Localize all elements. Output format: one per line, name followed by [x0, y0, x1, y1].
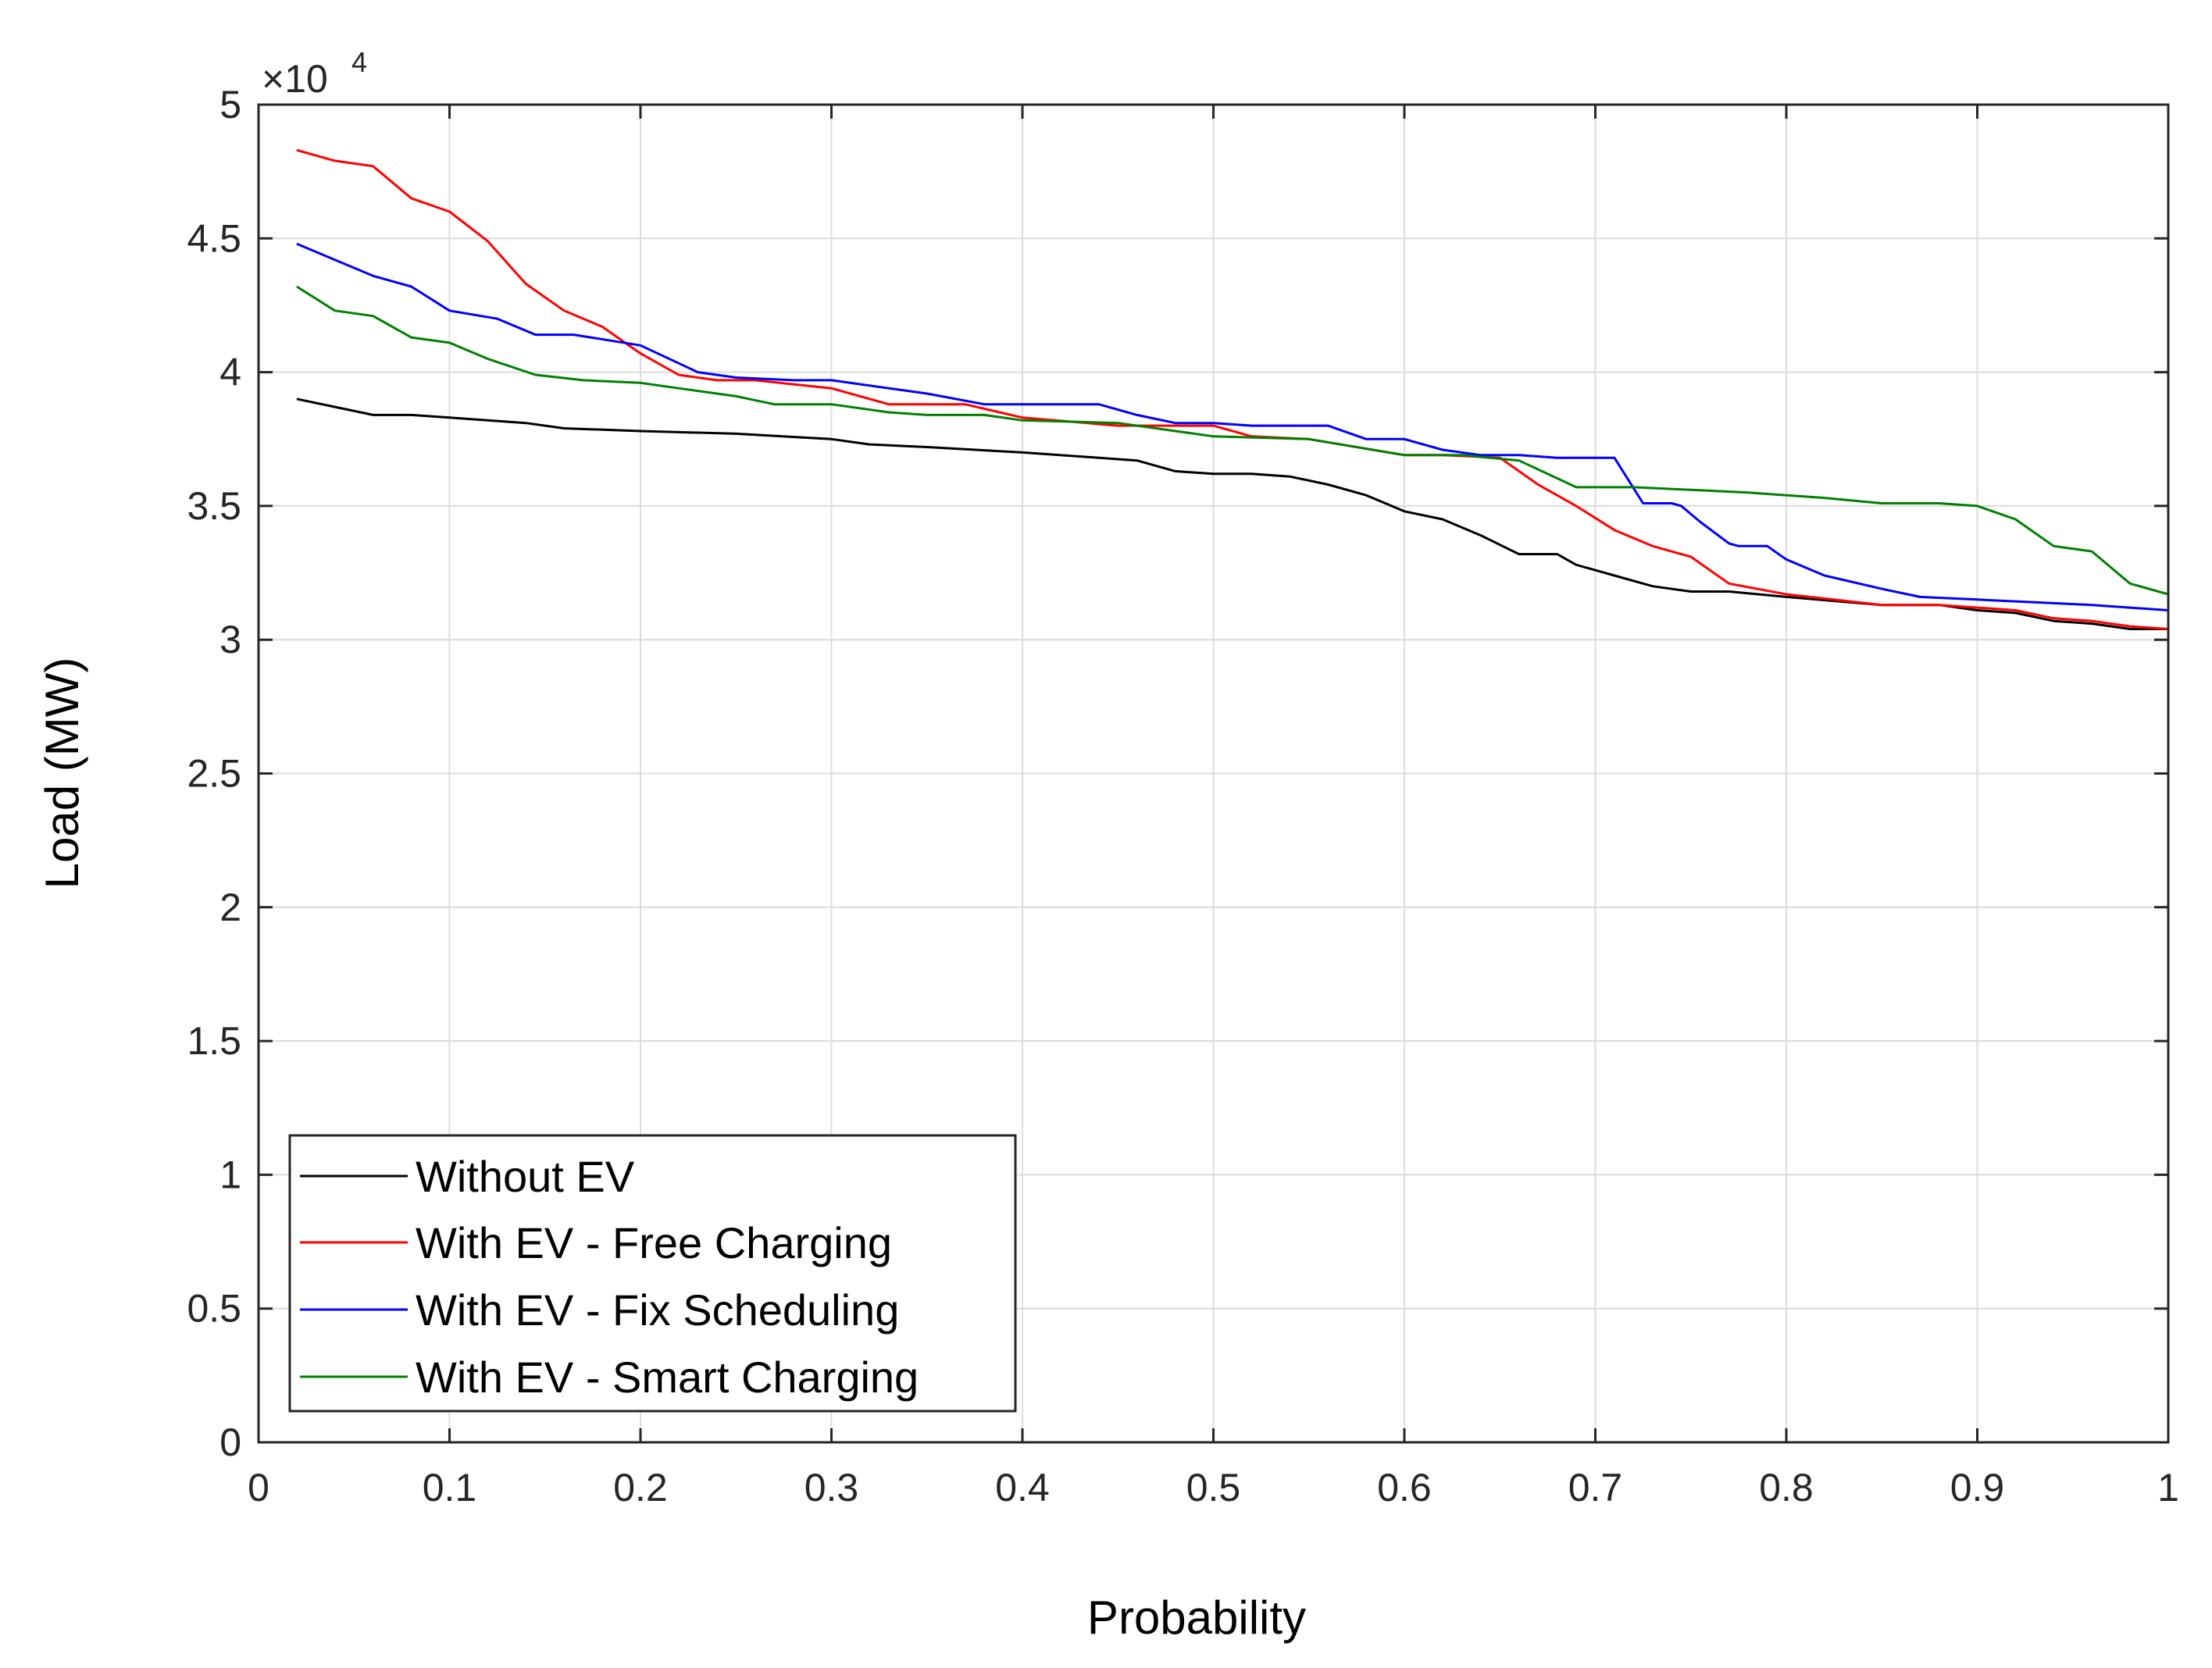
x-tick-label: 0.1 [423, 1466, 477, 1509]
legend: Without EV With EV - Free Charging With … [288, 1134, 1017, 1413]
y-tick-label: 0.5 [187, 1287, 241, 1331]
x-tick-label: 0.3 [805, 1466, 859, 1509]
legend-label-fix-scheduling: With EV - Fix Scheduling [416, 1285, 899, 1335]
y-tick-label: 4.5 [187, 216, 241, 260]
x-tick-label: 0 [248, 1466, 269, 1509]
y-tick-label: 4 [219, 351, 241, 394]
x-tick-label: 0.8 [1759, 1466, 1814, 1509]
y-tick-label: 3 [219, 618, 241, 661]
x-tick-label: 0.6 [1377, 1466, 1432, 1509]
y-exponent-power: 4 [351, 46, 367, 78]
y-exponent-times: ×10 [262, 57, 328, 101]
y-tick-label: 1.5 [187, 1019, 241, 1063]
legend-box [288, 1134, 1017, 1413]
x-ticks: 0 0.1 0.2 0.3 0.4 0.5 0.6 0.7 0.8 0.9 1 [248, 105, 2179, 1509]
legend-label-smart-charging: With EV - Smart Charging [416, 1353, 919, 1402]
x-tick-label: 0.9 [1950, 1466, 2005, 1509]
x-axis-title: Probability [1087, 1591, 1306, 1644]
y-axis-title: Load (MW) [36, 658, 88, 889]
series-line-smart-charging [296, 285, 2169, 596]
y-tick-label: 3.5 [187, 484, 241, 528]
y-tick-label: 2.5 [187, 752, 241, 796]
y-tick-label: 2 [219, 886, 241, 929]
series-line-fix-scheduling [296, 242, 2169, 611]
x-tick-label: 0.7 [1568, 1466, 1623, 1509]
x-tick-label: 0.2 [613, 1466, 668, 1509]
x-tick-label: 0.4 [995, 1466, 1050, 1509]
grid [259, 105, 2168, 1442]
y-tick-label: 1 [219, 1153, 241, 1196]
legend-label-without-ev: Without EV [416, 1152, 635, 1201]
y-ticks: 0 0.5 1 1.5 2 2.5 3 3.5 4 4.5 5 [187, 83, 2168, 1464]
y-tick-label: 5 [219, 83, 241, 127]
x-tick-label: 0.5 [1186, 1466, 1241, 1509]
y-tick-label: 0 [219, 1420, 241, 1464]
legend-label-free-charging: With EV - Free Charging [416, 1218, 892, 1267]
series-layer [296, 148, 2169, 630]
x-tick-label: 1 [2157, 1466, 2179, 1509]
